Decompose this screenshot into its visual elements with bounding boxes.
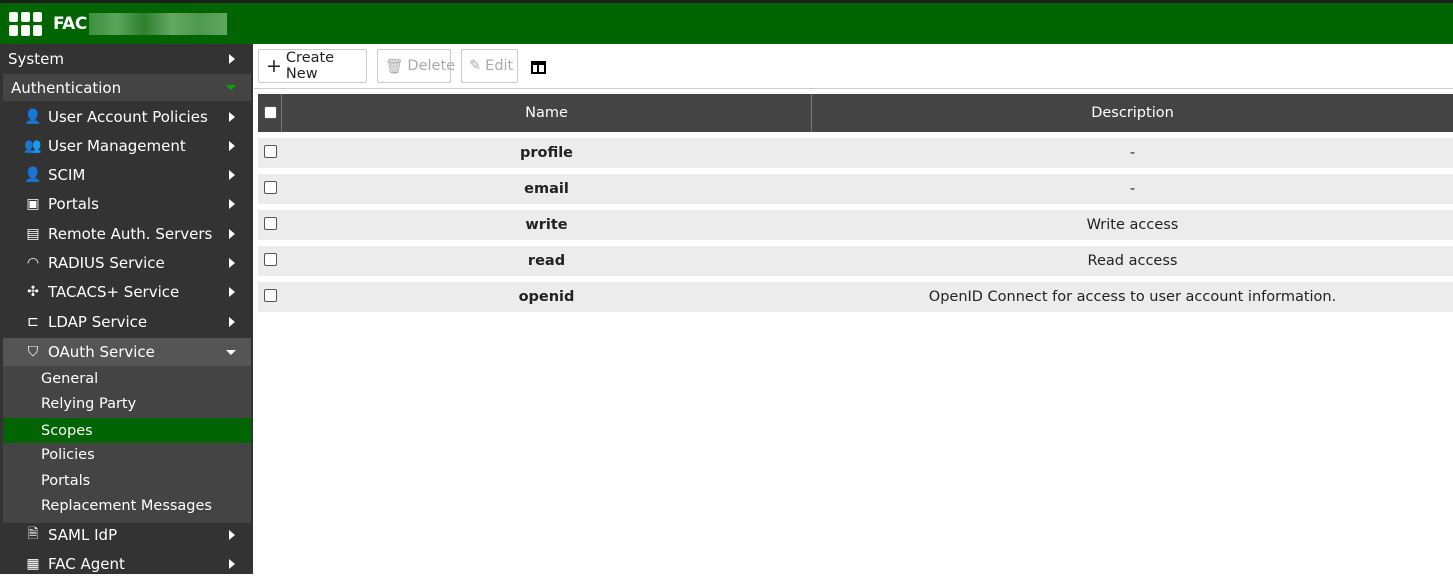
cell-description: Read access <box>1087 253 1178 269</box>
oauth-submenu <box>3 366 251 523</box>
main-content: + Create New 🗑 Delete ✎ Edit Name Descripti… <box>254 44 1453 574</box>
select-all-checkbox[interactable] <box>264 106 277 119</box>
sidebar-item-radius-service[interactable]: ◠ RADIUS Service <box>0 248 252 277</box>
cell-name: openid <box>518 289 575 305</box>
row-checkbox[interactable] <box>264 181 277 194</box>
chevron-right-icon <box>229 558 235 569</box>
label: RADIUS Service <box>48 253 165 272</box>
sidebar-item-oauth-service[interactable]: ⛉ OAuth Service <box>3 338 251 366</box>
sidebar-item-system[interactable]: System <box>0 46 252 72</box>
server-icon: ▤ <box>26 225 40 242</box>
label: Delete <box>407 58 456 74</box>
cell-name: profile <box>519 145 574 161</box>
label: SCIM <box>48 165 86 184</box>
table-row[interactable]: openid OpenID Connect for access to user… <box>258 282 1453 312</box>
network-icon: ✣ <box>27 284 39 300</box>
chevron-right-icon <box>229 228 235 239</box>
label: SAML IdP <box>48 525 118 544</box>
redacted-hostname <box>88 12 227 35</box>
column-header-name[interactable]: Name <box>525 105 568 121</box>
label: Create New <box>285 50 335 82</box>
cell-description: - <box>1129 181 1136 197</box>
sidebar-item-remote-auth-servers[interactable]: ▤ Remote Auth. Servers <box>0 219 252 248</box>
cell-name: read <box>527 253 566 269</box>
app-title: FAC <box>53 13 87 34</box>
column-header-description[interactable]: Description <box>1091 105 1174 121</box>
chevron-down-icon <box>226 349 236 355</box>
sidebar-subitem-replacement-messages[interactable]: Replacement Messages <box>41 497 212 514</box>
sidebar-item-tacacs-service[interactable]: ✣ TACACS+ Service <box>0 277 252 307</box>
top-bar: FAC <box>0 0 1453 44</box>
user-sync-icon: 👤 <box>24 166 42 183</box>
portal-icon: ▣ <box>26 196 40 212</box>
sidebar-subitem-scopes[interactable]: Scopes <box>3 418 251 443</box>
sidebar-item-authentication[interactable]: Authentication <box>3 74 251 101</box>
sidebar-subitem-policies[interactable]: Policies <box>41 446 95 463</box>
sidebar-subitem-relying-party[interactable]: Relying Party <box>41 395 137 412</box>
cell-description: - <box>1129 145 1136 161</box>
pencil-icon: ✎ <box>469 58 482 74</box>
label: System <box>8 50 64 68</box>
chevron-right-icon <box>229 316 235 327</box>
tree-icon: ⊏ <box>27 313 39 330</box>
label: Remote Auth. Servers <box>48 224 213 243</box>
sidebar: System Authentication 👤 User Account Poli… <box>0 44 253 574</box>
row-checkbox[interactable] <box>264 145 277 158</box>
wifi-icon: ◠ <box>26 254 40 271</box>
sidebar-item-portals[interactable]: ▣ Portals <box>0 189 252 219</box>
delete-button[interactable]: 🗑 Delete <box>377 49 455 83</box>
sidebar-subitem-portals[interactable]: Portals <box>41 472 91 489</box>
sidebar-item-saml-idp[interactable]: 🗎 SAML IdP <box>0 520 252 549</box>
users-icon: 👥 <box>24 137 42 154</box>
chevron-right-icon <box>229 199 235 209</box>
cell-description: Write access <box>1086 217 1179 233</box>
chevron-down-icon <box>226 85 236 90</box>
chevron-right-icon <box>229 111 235 122</box>
user-wrench-icon: 👤 <box>24 108 42 125</box>
row-checkbox[interactable] <box>264 253 277 266</box>
plus-icon: + <box>266 55 282 77</box>
sidebar-item-user-account-policies[interactable]: 👤 User Account Policies <box>0 102 252 131</box>
table-row[interactable]: read Read access <box>258 246 1453 276</box>
label: Authentication <box>11 78 122 97</box>
cell-name: write <box>525 217 568 233</box>
label: TACACS+ Service <box>48 283 180 301</box>
chevron-right-icon <box>229 169 235 180</box>
label: User Account Policies <box>48 107 208 126</box>
edit-button[interactable]: ✎ Edit <box>461 49 518 83</box>
chevron-right-icon <box>229 529 235 540</box>
column-settings-icon[interactable] <box>531 61 546 74</box>
table-header: Name Description <box>258 94 1453 132</box>
table-row[interactable]: write Write access <box>258 210 1453 240</box>
row-checkbox[interactable] <box>264 217 277 230</box>
label: User Management <box>48 136 186 155</box>
sidebar-subitem-general[interactable]: General <box>41 370 99 387</box>
label: Portals <box>48 195 99 213</box>
table-row[interactable]: email - <box>258 174 1453 204</box>
cell-name: email <box>524 181 569 197</box>
sidebar-item-fac-agent[interactable]: ▦ FAC Agent <box>0 549 252 578</box>
document-icon: 🗎 <box>27 525 39 542</box>
fortinet-logo-icon <box>9 11 42 36</box>
label: OAuth Service <box>48 343 155 361</box>
row-checkbox[interactable] <box>264 289 277 302</box>
chevron-right-icon <box>229 287 235 297</box>
chevron-right-icon <box>229 257 235 268</box>
sidebar-item-user-management[interactable]: 👥 User Management <box>0 131 252 160</box>
sidebar-item-scim[interactable]: 👤 SCIM <box>0 160 252 189</box>
trash-icon: 🗑 <box>385 58 404 75</box>
label: LDAP Service <box>48 312 148 331</box>
label: Edit <box>485 58 514 74</box>
shield-key-icon: ⛉ <box>27 344 39 360</box>
label: FAC Agent <box>48 554 125 573</box>
sidebar-item-ldap-service[interactable]: ⊏ LDAP Service <box>0 307 252 336</box>
chevron-right-icon <box>229 140 235 151</box>
agent-icon: ▦ <box>26 555 40 572</box>
table-row[interactable]: profile - <box>258 138 1453 168</box>
cell-description: OpenID Connect for access to user accoun… <box>928 289 1337 305</box>
create-new-button[interactable]: + Create New <box>258 49 367 83</box>
divider <box>254 88 1453 89</box>
chevron-right-icon <box>229 54 235 64</box>
